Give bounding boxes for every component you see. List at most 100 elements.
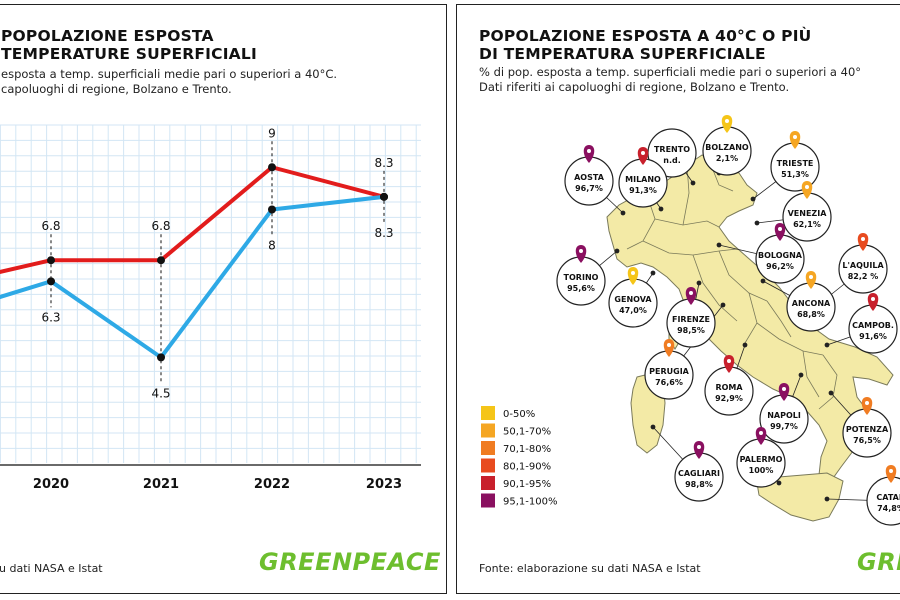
city-value: 2,1% [716,154,738,163]
greenpeace-logo-right: GREENPEACE [857,548,900,576]
city-name: TRIESTE [777,159,814,168]
map-pin-hole [727,359,731,363]
data-point-0-2022 [268,163,276,172]
x-tick-label-2020: 2020 [33,477,69,492]
map-subtitle-line2: Dati riferiti ai capoluoghi di regione, … [479,80,790,94]
city-name: MILANO [625,175,661,184]
city-callout-15: NAPOLI 99,7% [759,383,809,444]
city-dot-15 [798,372,804,378]
legend-swatch-5 [481,493,495,508]
greenpeace-logo: GREENPEACE [259,548,441,576]
value-label-bottom-2023: 8.3 [374,226,393,240]
city-dot-8 [716,242,722,248]
city-name: CATAN [876,493,900,502]
map-pin-hole [871,297,875,301]
map-pin-icon [685,287,697,305]
city-callout-14: ROMA 92,9% [704,355,754,416]
city-value: 47,0% [619,306,647,315]
city-callout-13: PERUGIA 76,6% [644,339,694,400]
city-name: FIRENZE [672,315,710,324]
city-value: 91,6% [859,332,887,341]
city-callout-9: ANCONA 68,8% [786,271,836,332]
city-callout-2: AOSTA 96,7% [564,145,614,206]
legend-label-5: 95,1-100% [503,497,557,508]
value-label-top-2022: 9 [268,126,276,140]
city-value: 99,7% [770,422,798,431]
map-pin-hole [587,149,591,153]
city-callout-3: MILANO 91,3% [618,147,668,208]
x-tick-label-2023: 2023 [366,477,402,492]
city-callout-4: TRIESTE 51,3% [770,131,820,192]
city-dot-2 [620,210,626,216]
legend-swatch-0 [481,406,495,420]
city-value: 62,1% [793,220,821,229]
city-dot-9 [760,278,766,284]
city-callout-7: GENOVA 47,0% [608,267,658,328]
city-callout-18: CAGLIARI 98,8% [674,441,724,502]
x-tick-label-2021: 2021 [143,477,179,492]
legend-label-2: 70,1-80% [503,444,551,455]
map-pin-icon [637,147,649,165]
city-dot-12 [824,342,830,348]
map-pin-icon [627,267,639,285]
city-name: L'AQUILA [842,261,884,270]
left-chart-panel: POPOLAZIONE ESPOSTA TEMPERATURE SUPERFIC… [0,4,447,594]
map-pin-icon [805,271,817,289]
value-label-top-2023: 8.3 [374,156,393,170]
city-name: VENEZIA [788,209,828,218]
city-value: 92,9% [715,394,743,403]
city-callout-11: FIRENZE 98,5% [666,287,716,348]
city-dot-13 [720,302,726,308]
city-dot-4 [750,196,756,202]
chart-source: u dati NASA e Istat [0,562,103,575]
city-dot-19 [824,496,830,502]
city-value: 91,3% [629,186,657,195]
map-pin-icon [721,115,733,133]
data-point-1-2022 [268,205,276,214]
map-pin-icon [575,245,587,263]
city-callouts: TRENTO n.d. BOLZANO 2,1% AOSTA 96,7% MILANO 91,… [556,115,900,526]
x-tick-label-2022: 2022 [254,477,290,492]
city-value: 74,8% [877,504,900,513]
map-pin-hole [861,237,865,241]
chart-title-line2: TEMPERATURE SUPERFICIALI [1,45,257,63]
city-value: 51,3% [781,170,809,179]
map-pin-hole [805,185,809,189]
city-dot-14 [742,342,748,348]
city-name: NAPOLI [767,411,801,420]
map-pin-hole [778,227,782,231]
city-value: 68,8% [797,310,825,319]
value-label-bottom-2022: 8 [268,239,276,253]
city-name: BOLZANO [705,143,749,152]
map-pin-hole [579,249,583,253]
city-name: PERUGIA [649,367,690,376]
map-pin-hole [889,469,893,473]
city-value: 76,6% [655,378,683,387]
map-pin-icon [801,181,813,199]
data-point-0-2021 [157,256,165,265]
data-point-0-2020 [47,256,55,265]
city-value: n.d. [663,156,681,165]
map-pin-icon [693,441,705,459]
map-pin-icon [778,383,790,401]
map-pin-icon [885,465,897,483]
right-map-panel: POPOLAZIONE ESPOSTA A 40°C O PIÙ DI TEMP… [456,4,900,594]
italy-map: TRENTO n.d. BOLZANO 2,1% AOSTA 96,7% MILANO 91,… [481,115,900,526]
map-pin-hole [631,271,635,275]
map-pin-icon [755,427,767,445]
data-point-1-2021 [157,353,165,362]
value-label-top-2021: 6.8 [151,219,170,233]
map-pin-hole [793,135,797,139]
city-callout-1: BOLZANO 2,1% [702,115,752,176]
chart-title-line1: POPOLAZIONE ESPOSTA [1,27,214,45]
data-point-1-2020 [47,277,55,286]
legend-label-1: 50,1-70% [503,427,551,438]
map-pin-hole [697,445,701,449]
city-value: 95,6% [567,284,595,293]
city-name: GENOVA [614,295,652,304]
city-name: CAMPOB. [852,321,894,330]
map-pin-icon [583,145,595,163]
city-dot-11 [696,280,702,286]
map-pin-icon [663,339,675,357]
map-pin-hole [782,387,786,391]
